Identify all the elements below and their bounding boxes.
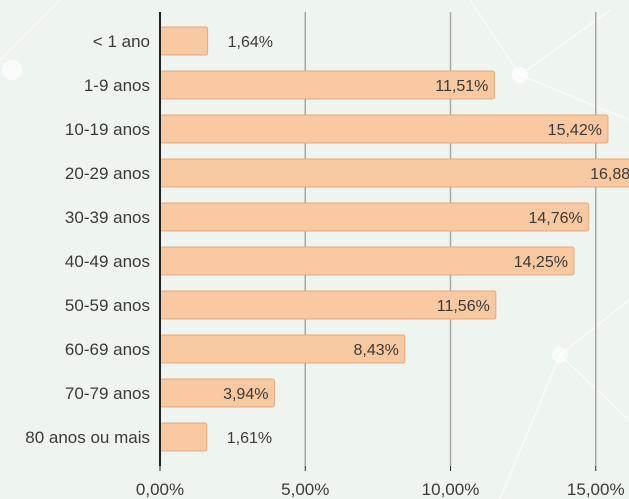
category-label: 20-29 anos [65, 164, 150, 183]
data-label: 14,76% [529, 210, 583, 227]
bar [159, 158, 629, 188]
category-label: 30-39 anos [65, 208, 150, 227]
x-tick-label: 10,00% [422, 480, 480, 499]
category-label: 50-59 anos [65, 296, 150, 315]
data-label: 1,64% [228, 34, 273, 51]
category-label: 1-9 anos [84, 76, 150, 95]
data-label: 8,43% [354, 342, 399, 359]
category-label: < 1 ano [93, 32, 150, 51]
category-label: 70-79 anos [65, 384, 150, 403]
data-label: 15,42% [548, 122, 602, 139]
category-label: 80 anos ou mais [25, 428, 150, 447]
bar [159, 26, 209, 56]
data-label: 14,25% [514, 254, 568, 271]
x-tick-label: 5,00% [281, 480, 329, 499]
bar [159, 202, 590, 232]
data-label: 1,61% [227, 430, 272, 447]
bar [159, 422, 208, 452]
category-label: 40-49 anos [65, 252, 150, 271]
bar [159, 246, 575, 276]
data-labels: 1,64% 11,51% 15,42% 16,88% 14,76% 14,25% 11,56… [223, 34, 629, 447]
data-label: 11,56% [437, 298, 490, 315]
data-label: 16,88% [590, 166, 629, 183]
x-axis-ticks: 0,00% 5,00% 10,00% 15,00% [136, 466, 625, 499]
category-labels: < 1 ano 1-9 anos 10-19 anos 20-29 anos 30-39… [25, 32, 150, 447]
bar [159, 114, 609, 144]
data-label: 11,51% [435, 78, 488, 95]
category-label: 60-69 anos [65, 340, 150, 359]
data-label: 3,94% [223, 386, 268, 403]
x-tick-label: 15,00% [567, 480, 625, 499]
category-label: 10-19 anos [65, 120, 150, 139]
x-tick-label: 0,00% [136, 480, 184, 499]
